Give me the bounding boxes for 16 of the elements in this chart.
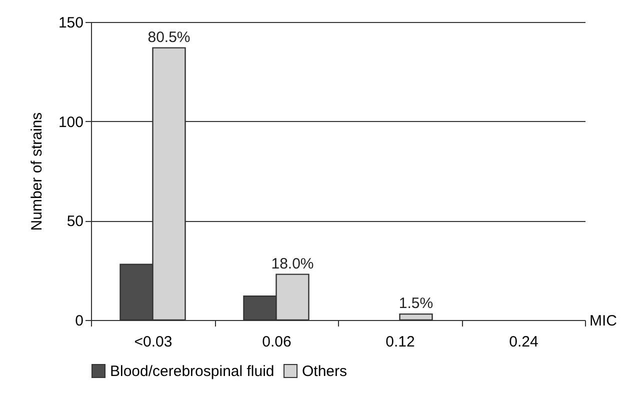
legend-label: Blood/cerebrospinal fluid (110, 362, 274, 380)
x-tick-label: 0.06 (262, 334, 292, 350)
x-tick-label: 0.12 (386, 334, 415, 350)
annotation: 1.5% (398, 295, 434, 312)
x-tick-label: <0.03 (134, 334, 172, 350)
bar (399, 313, 433, 321)
x-axis-title: MIC (590, 312, 618, 330)
y-axis-title: Number of strains (28, 112, 46, 231)
annotation: 18.0% (271, 255, 314, 272)
legend-label: Others (302, 362, 348, 380)
annotation: 80.5% (148, 28, 190, 46)
y-tick-label: 150 (58, 14, 84, 32)
y-tick-label: 0 (75, 312, 84, 330)
y-tick-label: 100 (58, 114, 84, 131)
x-tick-label: 0.24 (509, 334, 538, 350)
y-tick-label: 50 (66, 213, 84, 230)
